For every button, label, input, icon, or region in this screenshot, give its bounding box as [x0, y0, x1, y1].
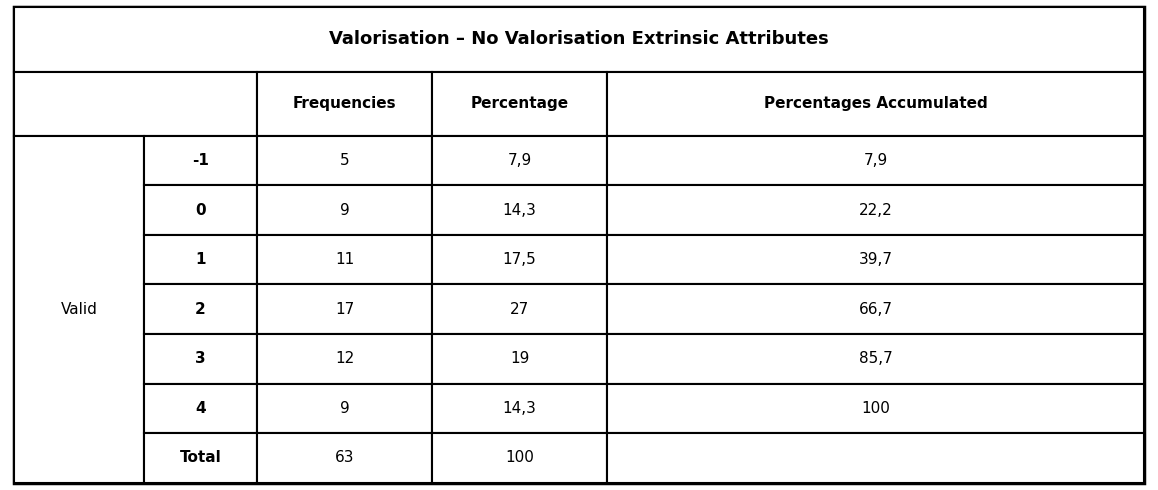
Bar — [607, 384, 1144, 433]
Bar — [607, 72, 1144, 136]
Text: 4: 4 — [195, 401, 206, 416]
Text: 12: 12 — [335, 351, 354, 366]
Bar — [607, 235, 1144, 284]
Bar — [432, 185, 607, 235]
Bar — [257, 284, 432, 334]
Bar — [607, 433, 1144, 483]
Text: 39,7: 39,7 — [859, 252, 893, 267]
Bar — [144, 235, 257, 284]
Bar — [14, 7, 1144, 72]
Text: 9: 9 — [339, 401, 350, 416]
Text: 7,9: 7,9 — [864, 153, 888, 168]
Bar — [432, 284, 607, 334]
Text: 17: 17 — [335, 302, 354, 317]
Text: 1: 1 — [196, 252, 206, 267]
Text: 100: 100 — [505, 450, 534, 465]
Text: Valorisation – No Valorisation Extrinsic Attributes: Valorisation – No Valorisation Extrinsic… — [329, 30, 829, 49]
Text: 3: 3 — [195, 351, 206, 366]
Text: 17,5: 17,5 — [503, 252, 536, 267]
Bar — [432, 235, 607, 284]
Text: 2: 2 — [195, 302, 206, 317]
Text: 22,2: 22,2 — [859, 202, 893, 218]
Text: 63: 63 — [335, 450, 354, 465]
Text: 14,3: 14,3 — [503, 202, 536, 218]
Text: 66,7: 66,7 — [859, 302, 893, 317]
Bar — [432, 384, 607, 433]
Text: -1: -1 — [192, 153, 208, 168]
Bar — [144, 384, 257, 433]
Text: 7,9: 7,9 — [507, 153, 532, 168]
Bar — [257, 384, 432, 433]
Bar — [144, 284, 257, 334]
Bar — [144, 433, 257, 483]
Bar — [432, 334, 607, 384]
Text: 0: 0 — [195, 202, 206, 218]
Bar — [257, 235, 432, 284]
Bar — [432, 433, 607, 483]
Bar — [257, 433, 432, 483]
Bar — [144, 185, 257, 235]
Bar — [607, 185, 1144, 235]
Bar — [144, 334, 257, 384]
Text: 85,7: 85,7 — [859, 351, 893, 366]
Bar — [14, 72, 257, 136]
Text: 9: 9 — [339, 202, 350, 218]
Text: Valid: Valid — [60, 302, 97, 317]
Bar — [607, 136, 1144, 185]
Text: Percentages Accumulated: Percentages Accumulated — [764, 96, 988, 111]
Text: 27: 27 — [510, 302, 529, 317]
Bar — [14, 136, 144, 483]
Bar — [607, 334, 1144, 384]
Text: 19: 19 — [510, 351, 529, 366]
Text: 100: 100 — [862, 401, 891, 416]
Bar — [257, 72, 432, 136]
Bar — [257, 185, 432, 235]
Text: Percentage: Percentage — [470, 96, 569, 111]
Bar — [257, 334, 432, 384]
Text: 11: 11 — [335, 252, 354, 267]
Bar — [432, 136, 607, 185]
Bar — [432, 72, 607, 136]
Text: 14,3: 14,3 — [503, 401, 536, 416]
Text: Frequencies: Frequencies — [293, 96, 396, 111]
Bar — [257, 136, 432, 185]
Text: Total: Total — [179, 450, 221, 465]
Bar — [144, 136, 257, 185]
Text: 5: 5 — [339, 153, 350, 168]
Bar — [607, 284, 1144, 334]
